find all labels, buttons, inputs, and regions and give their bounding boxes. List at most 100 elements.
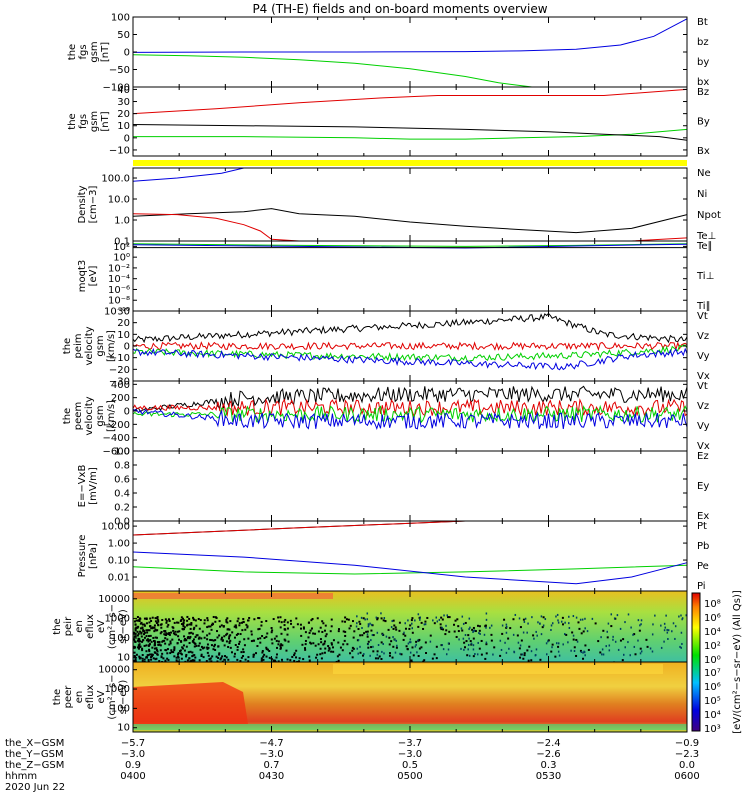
empty-bin [170, 631, 173, 634]
empty-bin [214, 616, 217, 619]
empty-bin [325, 633, 328, 636]
empty-bin [364, 618, 366, 621]
legend-2: Ni [697, 189, 707, 200]
empty-bin [225, 656, 228, 659]
empty-bin [624, 646, 626, 649]
empty-bin [465, 640, 468, 643]
panel-7: 1.0 0.8 0.6 0.4 0.2 0.0 Ez Ey Ex E=−VxB [mV/m] [77, 447, 709, 528]
panel-9: 10000 1000 100 10 the peir en eflux eV (cm²−s− sr−… [52, 590, 688, 664]
empty-bin [295, 656, 298, 659]
y-tick-label: −200 [103, 420, 130, 431]
x-row-value: 0.5 [402, 760, 418, 771]
legend-1: Bt [697, 17, 708, 28]
empty-bin [241, 629, 244, 632]
y-axis-label: peir [63, 616, 74, 636]
y-tick-label: 1.0 [114, 447, 130, 458]
empty-bin [133, 632, 136, 635]
empty-bin [148, 629, 151, 632]
empty-bin [134, 623, 137, 626]
empty-bin [296, 623, 299, 626]
empty-bin [572, 638, 575, 641]
empty-bin [557, 650, 560, 653]
empty-bin [571, 631, 574, 634]
empty-bin [149, 639, 152, 642]
empty-bin [584, 627, 586, 630]
empty-bin [286, 658, 289, 661]
empty-bin [133, 631, 136, 634]
empty-bin [383, 617, 386, 620]
y-tick-label: 10.0 [108, 195, 130, 206]
empty-bin [349, 652, 352, 655]
empty-bin [622, 638, 625, 641]
y-tick-label: 1000 [105, 613, 130, 624]
empty-bin [319, 626, 322, 629]
empty-bin [265, 648, 268, 651]
series-ti-line [132, 243, 688, 247]
empty-bin [265, 646, 268, 649]
series-bx-line [132, 18, 688, 53]
empty-bin [663, 640, 665, 643]
panel-frame [132, 310, 688, 382]
empty-bin [281, 644, 284, 647]
empty-bin [309, 629, 312, 632]
empty-bin [432, 619, 434, 622]
empty-bin [252, 639, 255, 642]
y-tick-label: 10² [113, 242, 130, 253]
empty-bin [411, 622, 413, 625]
empty-bin [382, 619, 385, 622]
empty-bin [272, 618, 275, 621]
empty-bin [141, 660, 144, 663]
empty-bin [370, 629, 373, 632]
empty-bin [147, 629, 150, 632]
empty-bin [341, 620, 344, 623]
empty-bin [501, 632, 504, 635]
empty-bin [402, 633, 405, 636]
empty-bin [273, 637, 276, 640]
empty-bin [206, 643, 209, 646]
y-axis-label: [nT] [100, 111, 111, 131]
empty-bin [186, 637, 189, 640]
empty-bin [133, 651, 136, 654]
empty-bin [330, 642, 333, 645]
empty-bin [166, 625, 169, 628]
empty-bin [337, 641, 340, 644]
empty-bin [539, 622, 541, 625]
empty-bin [193, 626, 196, 629]
empty-bin [173, 621, 176, 624]
empty-bin [472, 637, 475, 640]
empty-bin [336, 655, 339, 658]
empty-bin [280, 621, 283, 624]
empty-bin [136, 630, 139, 633]
empty-bin [509, 627, 512, 630]
empty-bin [327, 649, 330, 652]
x-row-value: −5.7 [121, 738, 145, 749]
empty-bin [172, 626, 175, 629]
empty-bin [151, 646, 154, 649]
empty-bin [425, 652, 428, 655]
empty-bin [239, 633, 242, 636]
empty-bin [180, 618, 183, 621]
empty-bin [194, 619, 197, 622]
empty-bin [172, 651, 175, 654]
empty-bin [283, 628, 286, 631]
empty-bin [602, 629, 605, 632]
empty-bin [530, 650, 533, 653]
empty-bin [180, 657, 183, 660]
empty-bin [499, 654, 502, 657]
empty-bin [304, 648, 307, 651]
empty-bin [545, 642, 548, 645]
empty-bin [516, 634, 519, 637]
empty-bin [180, 623, 183, 626]
empty-bin [321, 652, 324, 655]
empty-bin [586, 630, 589, 633]
empty-bin [143, 633, 146, 636]
empty-bin [177, 635, 180, 638]
empty-bin [500, 648, 503, 651]
x-row-value: 0.7 [264, 760, 280, 771]
empty-bin [448, 616, 451, 619]
empty-bin [433, 653, 436, 656]
empty-bin [278, 620, 281, 623]
empty-bin [140, 631, 143, 634]
empty-bin [387, 628, 390, 631]
